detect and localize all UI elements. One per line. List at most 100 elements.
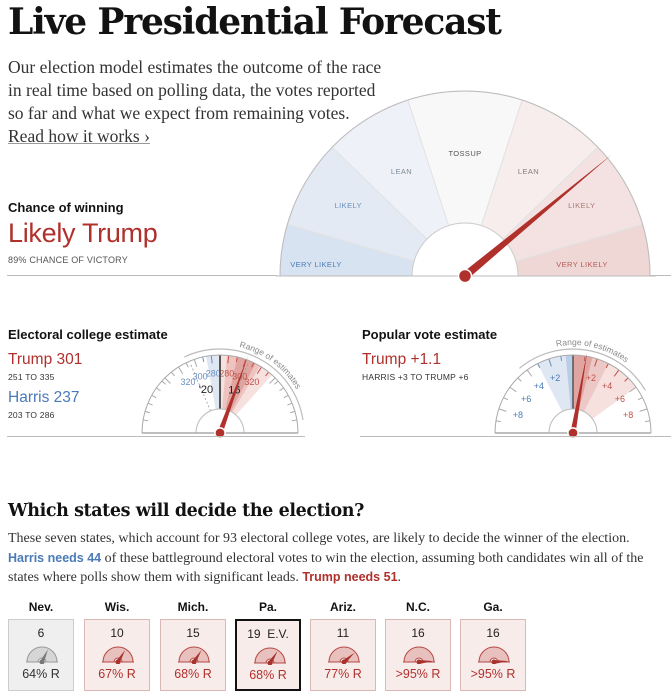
state-name: Mich. bbox=[177, 600, 209, 614]
gauge-section-label: LEAN bbox=[518, 167, 539, 176]
states-description: These seven states, which account for 93… bbox=[8, 530, 658, 588]
state-card[interactable]: Wis. 10 67% R bbox=[84, 599, 150, 691]
state-box[interactable]: 11 77% R bbox=[310, 619, 376, 691]
gauge-outline bbox=[141, 354, 299, 434]
state-box[interactable]: 16 >95% R bbox=[460, 619, 526, 691]
chance-label: Chance of winning bbox=[8, 200, 124, 215]
state-gauge-hub bbox=[416, 659, 422, 664]
state-card[interactable]: Mich. 15 68% R bbox=[160, 599, 226, 691]
state-probability: >95% R bbox=[395, 667, 441, 681]
divider bbox=[7, 275, 277, 276]
state-box[interactable]: 19 E.V. 68% R bbox=[235, 619, 301, 691]
popular-trump: Trump +1.1 bbox=[362, 351, 442, 368]
gauge-tick-label: 280 bbox=[206, 368, 221, 378]
gauge-tick-label: +4 bbox=[602, 381, 612, 391]
gauge-tick-label: +6 bbox=[521, 394, 531, 404]
read-how-it-works-link[interactable]: Read how it works › bbox=[8, 126, 150, 146]
gauge-marker-label: '20 bbox=[199, 384, 213, 396]
gauge-tick bbox=[185, 362, 189, 368]
state-gauge-hub bbox=[491, 659, 497, 664]
state-card[interactable]: Ariz. 11 77% R bbox=[310, 599, 376, 691]
intro-paragraph: Our election model estimates the outcome… bbox=[8, 57, 382, 123]
harris-range-band bbox=[206, 355, 220, 410]
state-name: Wis. bbox=[104, 600, 130, 614]
state-box[interactable]: 16 >95% R bbox=[385, 619, 451, 691]
state-probability: >95% R bbox=[470, 667, 516, 681]
gauge-tick bbox=[503, 397, 509, 401]
gauge-tick bbox=[256, 366, 262, 374]
gauge-tick bbox=[645, 420, 651, 423]
state-electoral-votes: 16 bbox=[411, 626, 425, 640]
electoral-trump: Trump 301 bbox=[8, 351, 83, 368]
gauge-tick-label: +8 bbox=[623, 410, 633, 420]
gauge-tick bbox=[178, 366, 184, 374]
state-gauge-arc bbox=[178, 646, 210, 663]
state-name: Pa. bbox=[258, 600, 277, 614]
gauge-tick bbox=[605, 363, 609, 369]
state-card[interactable]: Ga. 16 >95% R bbox=[460, 599, 526, 691]
gauge-tick-label: 300 bbox=[193, 371, 208, 381]
state-gauge-arc bbox=[478, 646, 510, 663]
gauge-tick bbox=[537, 363, 541, 369]
gauge-tick bbox=[265, 371, 270, 377]
gauge-tick bbox=[144, 410, 150, 414]
popular-range: HARRIS +3 TO TRUMP +6 bbox=[362, 372, 469, 382]
harris-needs: Harris needs 44 bbox=[8, 550, 102, 565]
state-gauge-hub bbox=[341, 659, 347, 664]
gauge-tick bbox=[594, 358, 598, 367]
gauge-outline bbox=[279, 90, 651, 277]
gauge-tick-label: +8 bbox=[513, 410, 523, 420]
intro-text: Our election model estimates the outcome… bbox=[8, 56, 388, 148]
electoral-gauge: 280300320280300320'2016Range of estimate… bbox=[141, 339, 304, 439]
gauge-tick bbox=[143, 419, 149, 422]
page-title: Live Presidential Forecast bbox=[8, 1, 502, 43]
state-card[interactable]: Pa. 19 E.V. 68% R bbox=[235, 599, 301, 691]
gauge-tick bbox=[637, 397, 643, 401]
state-box[interactable]: 15 68% R bbox=[160, 619, 226, 691]
state-gauge-needle bbox=[40, 649, 48, 663]
state-gauge-arc bbox=[102, 646, 134, 663]
state-gauge-icon bbox=[102, 646, 134, 664]
state-name: Ga. bbox=[483, 600, 503, 614]
state-card[interactable]: Nev. 6 64% R bbox=[8, 599, 74, 691]
popular-label: Popular vote estimate bbox=[362, 327, 498, 342]
gauge-tick bbox=[624, 377, 629, 382]
gauge-section-label: TOSSUP bbox=[448, 149, 481, 158]
state-gauge-icon bbox=[403, 646, 435, 664]
needle bbox=[462, 154, 612, 280]
gauge-tick-label: 280 bbox=[219, 368, 234, 378]
electoral-harris-range: 203 TO 286 bbox=[8, 410, 55, 420]
desc-text: . bbox=[397, 570, 402, 585]
state-gauge-arc bbox=[26, 646, 58, 663]
gauge-tick bbox=[170, 371, 175, 377]
harris-range-band bbox=[537, 355, 573, 412]
state-gauge-needle bbox=[418, 660, 433, 664]
gauge-tick bbox=[283, 394, 289, 399]
desc-text: These seven states, which account for 93… bbox=[8, 531, 630, 546]
state-gauge-arc bbox=[403, 646, 435, 663]
needle-hub bbox=[214, 427, 226, 439]
state-gauge-arc bbox=[254, 647, 286, 664]
electoral-trump-range: 251 TO 335 bbox=[8, 372, 55, 382]
gauge-tick-label: 320 bbox=[244, 377, 259, 387]
range-arc bbox=[183, 348, 304, 420]
gauge-tick bbox=[193, 359, 198, 368]
state-electoral-votes: 16 bbox=[486, 626, 500, 640]
state-card[interactable]: N.C. 16 >95% R bbox=[385, 599, 451, 691]
gauge-tick bbox=[242, 359, 247, 368]
state-electoral-votes: 11 bbox=[336, 626, 350, 640]
divider bbox=[650, 275, 671, 276]
gauge-tick bbox=[202, 356, 205, 362]
needle bbox=[570, 352, 588, 434]
gauge-tick-label: +4 bbox=[534, 381, 544, 391]
gauge-tick bbox=[279, 387, 284, 392]
gauge-tick bbox=[509, 386, 517, 393]
state-box[interactable]: 6 64% R bbox=[8, 619, 74, 691]
state-probability: 77% R bbox=[324, 667, 362, 681]
state-gauge-icon bbox=[254, 647, 286, 665]
state-gauge-icon bbox=[478, 646, 510, 664]
chance-gauge: VERY LIKELY LIKELY LEAN TOSSUP LEAN LIKELY VER… bbox=[276, 90, 656, 284]
gauge-hub-area bbox=[411, 222, 519, 277]
state-electoral-votes: 6 bbox=[37, 626, 45, 640]
state-box[interactable]: 10 67% R bbox=[84, 619, 150, 691]
